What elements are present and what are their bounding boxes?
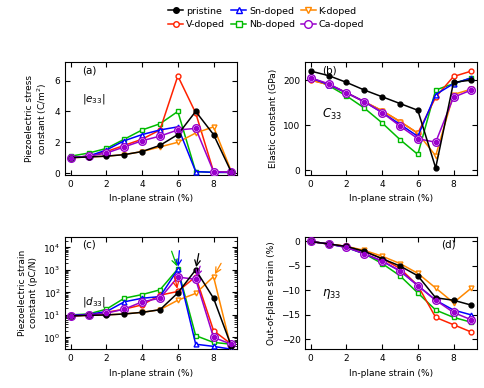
Text: $C_{33}$: $C_{33}$ <box>322 107 343 122</box>
X-axis label: In-plane strain (%): In-plane strain (%) <box>349 369 433 378</box>
Text: $|d_{33}|$: $|d_{33}|$ <box>82 295 106 309</box>
Text: (a): (a) <box>82 66 97 75</box>
Text: (d): (d) <box>441 240 456 250</box>
Text: $\eta_{33}$: $\eta_{33}$ <box>322 287 342 301</box>
X-axis label: In-plane strain (%): In-plane strain (%) <box>109 369 193 378</box>
Text: (b): (b) <box>322 66 337 75</box>
X-axis label: In-plane strain (%): In-plane strain (%) <box>349 194 433 203</box>
Legend: pristine, V-doped, Sn-doped, Nb-doped, K-doped, Ca-doped: pristine, V-doped, Sn-doped, Nb-doped, K… <box>166 5 366 31</box>
Y-axis label: Piezoelectric stress
constant (C/m$^2$): Piezoelectric stress constant (C/m$^2$) <box>25 75 49 162</box>
Text: $|e_{33}|$: $|e_{33}|$ <box>82 92 106 106</box>
X-axis label: In-plane strain (%): In-plane strain (%) <box>109 194 193 203</box>
Y-axis label: Piezoelectric strain
constant (pC/N): Piezoelectric strain constant (pC/N) <box>18 250 38 336</box>
Y-axis label: Elastic constant (GPa): Elastic constant (GPa) <box>269 69 278 168</box>
Y-axis label: Out-of-plane strain (%): Out-of-plane strain (%) <box>267 241 276 345</box>
Text: (c): (c) <box>82 240 96 250</box>
